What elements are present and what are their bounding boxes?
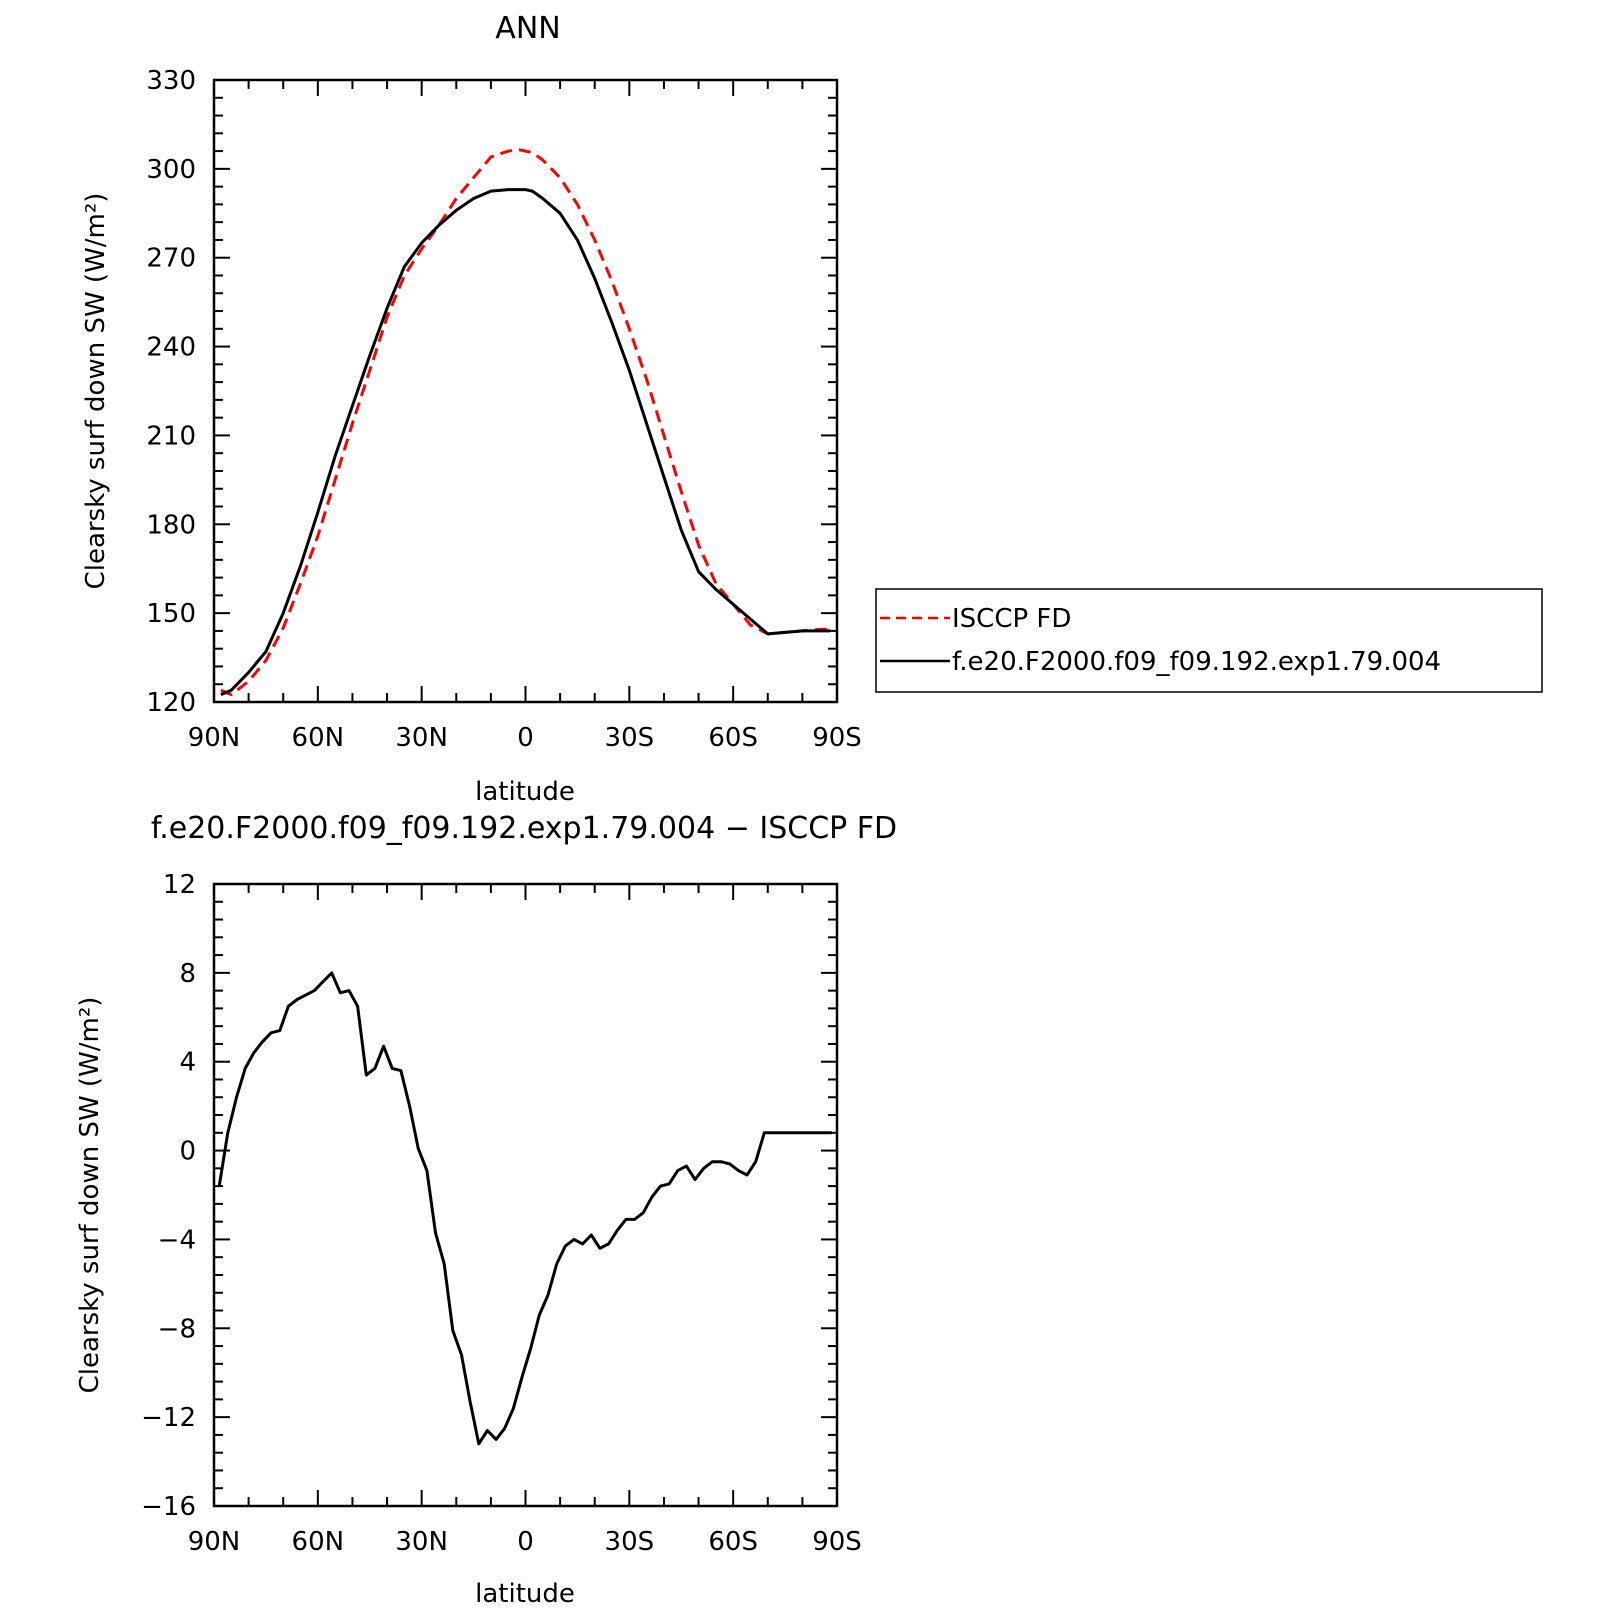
top-series-line-0 — [220, 148, 831, 697]
bottom-x-tick-label: 30S — [605, 1527, 655, 1557]
bottom-y-tick-label: 12 — [163, 870, 196, 900]
top-series-lines — [220, 148, 831, 697]
bottom-x-axis-label: latitude — [475, 1579, 575, 1608]
bottom-x-tick-label: 0 — [517, 1527, 534, 1557]
bottom-y-tick-label: −4 — [158, 1225, 196, 1255]
top-y-tick-label: 330 — [146, 66, 196, 96]
top-x-tick-label: 30N — [395, 723, 448, 753]
legend-label-isccp: ISCCP FD — [952, 604, 1071, 634]
bottom-y-tick-label: 4 — [179, 1048, 196, 1078]
top-panel: ANN 90N 60N 30N 0 30S 60S 90S 120 150 180 210 240 27… — [81, 11, 1543, 807]
legend-box — [875, 588, 1543, 693]
top-y-tick-label: 270 — [146, 244, 196, 274]
legend: ISCCP FD f.e20.F2000.f09_f09.192.exp1.79… — [875, 588, 1543, 693]
top-x-tick-label: 60N — [292, 723, 345, 753]
bottom-y-tick-label: 0 — [179, 1137, 196, 1167]
legend-label-model: f.e20.F2000.f09_f09.192.exp1.79.004 — [952, 647, 1441, 677]
bottom-y-axis-label: Clearsky surf down SW (W/m²) — [75, 997, 105, 1394]
top-ticks: 90N 60N 30N 0 30S 60S 90S 120 150 180 210 240 270 300… — [146, 66, 861, 753]
bottom-y-tick-label: 8 — [179, 959, 196, 989]
top-y-tick-label: 210 — [146, 421, 196, 451]
top-x-tick-label: 60S — [708, 723, 758, 753]
top-y-tick-label: 120 — [146, 688, 196, 718]
bottom-y-tick-label: −12 — [141, 1403, 196, 1433]
bottom-panel: f.e20.F2000.f09_f09.192.exp1.79.004 − IS… — [75, 811, 897, 1608]
bottom-chart-title: f.e20.F2000.f09_f09.192.exp1.79.004 − IS… — [151, 811, 897, 846]
bottom-series-line-0 — [217, 971, 832, 1446]
top-y-axis-label: Clearsky surf down SW (W/m²) — [81, 193, 111, 590]
top-chart-title: ANN — [495, 11, 560, 46]
bottom-x-tick-label: 30N — [395, 1527, 448, 1557]
top-x-tick-label: 90N — [188, 723, 241, 753]
bottom-x-tick-label: 60S — [708, 1527, 758, 1557]
top-x-axis-label: latitude — [475, 777, 575, 807]
bottom-y-tick-label: −16 — [141, 1492, 196, 1522]
bottom-y-tick-label: −8 — [158, 1314, 196, 1344]
top-plot-frame — [212, 78, 839, 704]
top-x-tick-label: 30S — [605, 723, 655, 753]
bottom-x-tick-label: 90N — [188, 1527, 241, 1557]
top-y-tick-label: 180 — [146, 510, 196, 540]
top-x-tick-label: 0 — [517, 723, 534, 753]
bottom-x-tick-label: 90S — [812, 1527, 862, 1557]
top-y-tick-label: 150 — [146, 599, 196, 629]
bottom-x-tick-label: 60N — [292, 1527, 345, 1557]
top-y-tick-label: 240 — [146, 333, 196, 363]
bottom-plot-frame — [212, 882, 839, 1508]
top-y-tick-label: 300 — [146, 155, 196, 185]
bottom-ticks: 90N 60N 30N 0 30S 60S 90S −16 −12 −8 −4 0 4 8 12 — [141, 870, 862, 1557]
top-series-line-1 — [220, 188, 831, 696]
top-x-tick-label: 90S — [812, 723, 862, 753]
bottom-series-lines — [217, 971, 832, 1446]
